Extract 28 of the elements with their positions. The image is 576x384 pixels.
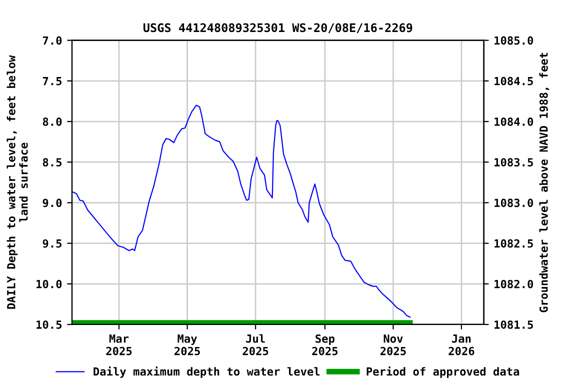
y2-tick-label: 1084.0 (494, 117, 534, 126)
y2-tick-label: 1083.5 (494, 158, 533, 166)
y-tick-label: 10.0 (36, 280, 62, 288)
y-tick-label: 10.5 (36, 320, 62, 329)
y2-tick-label: 1084.5 (494, 76, 533, 86)
x-tick-label: Jan 2026 (448, 334, 474, 356)
y-tick-label: 7.5 (42, 77, 62, 86)
x-tick-label: Nov 2025 (380, 334, 406, 356)
line-series (72, 104, 411, 318)
x-tick-label: Mar 2025 (106, 334, 132, 356)
y-tick-label: 8.0 (42, 117, 62, 126)
y-tick-label: 8.5 (42, 158, 62, 166)
y2-axis-title: Groundwater level above NAVD 1988, feet (539, 52, 550, 312)
y2-tick-label: 1082.5 (494, 239, 533, 248)
y2-tick-label: 1083.0 (494, 198, 534, 208)
x-tick-label: Sep 2025 (312, 334, 338, 356)
legend-label: Daily maximum depth to water level (94, 366, 320, 378)
y2-tick-label: 1081.5 (494, 320, 533, 329)
y-tick-label: 9.0 (42, 198, 62, 208)
y2-tick-label: 1082.0 (494, 280, 534, 288)
y-tick-label: 7.0 (42, 36, 62, 45)
x-tick-label: Jul 2025 (242, 334, 268, 356)
y2-tick-label: 1085.0 (494, 36, 534, 45)
legend-label: Period of approved data (366, 366, 520, 378)
x-tick-label: May 2025 (174, 334, 200, 356)
chart-title: USGS 441248089325301 WS-20/08E/16-2269 (143, 23, 412, 34)
y-axis-title: DAILY Depth to water level, feet below land surface (6, 55, 28, 309)
y-tick-label: 9.5 (42, 239, 62, 248)
